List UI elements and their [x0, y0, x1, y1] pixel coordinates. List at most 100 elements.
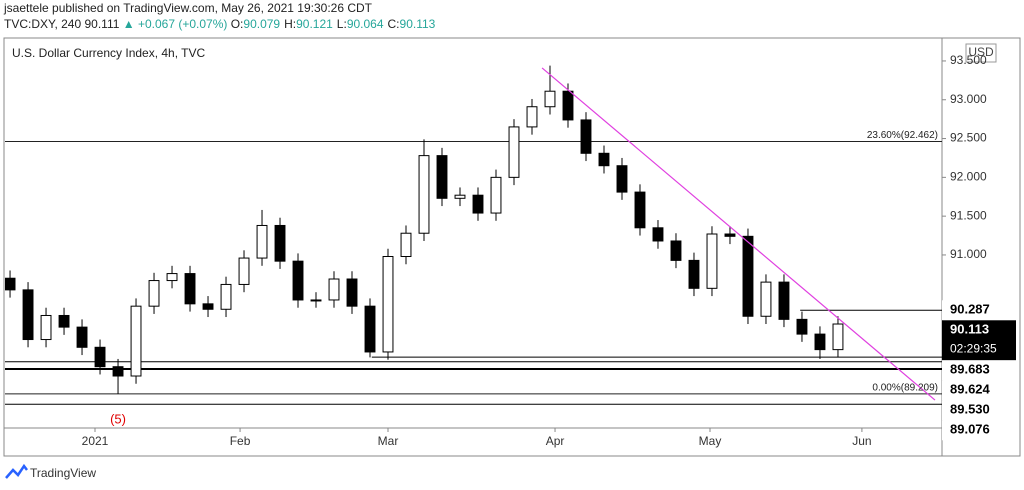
ohlc-value: 90.064 — [346, 17, 384, 31]
currency-box — [965, 43, 997, 63]
candle-body — [328, 278, 340, 301]
candle-body — [94, 346, 106, 368]
x-tick-label: May — [699, 434, 722, 448]
candle-body — [634, 191, 646, 229]
candle-body — [148, 280, 160, 307]
last: 90.111 — [84, 17, 120, 31]
candle-body — [40, 314, 52, 341]
candle-body — [580, 119, 592, 154]
candle-body — [292, 260, 304, 301]
currency: USD — [968, 45, 994, 59]
price-tag — [942, 300, 1016, 321]
x-tick-label: 2021 — [82, 434, 109, 448]
candle-body — [760, 281, 772, 317]
x-tick-label: Jun — [852, 434, 871, 448]
candle-body — [454, 194, 466, 199]
ohlc-value: 90.113 — [399, 17, 436, 31]
candle-body — [436, 155, 448, 199]
ohlc: O:90.079 H:90.121 L:90.064 C:90.113 — [231, 17, 440, 31]
candle-body — [130, 305, 142, 377]
candle-body — [526, 106, 538, 128]
price-tag-label: 90.113 — [950, 322, 989, 337]
x-tick-label: Apr — [546, 434, 565, 448]
candle-body — [76, 326, 88, 348]
candle-body — [5, 277, 16, 291]
candle-body — [562, 90, 574, 121]
candle-body — [814, 333, 826, 351]
price-tag — [942, 360, 1016, 381]
price-tag-label: 89.530 — [950, 402, 990, 417]
candle-body — [490, 176, 502, 214]
candle-body — [688, 259, 700, 289]
candle-body — [544, 90, 556, 108]
author-line: jsaettele published on TradingView.com, … — [4, 1, 373, 15]
candle-body — [598, 152, 610, 167]
price-tag-label: 90.287 — [950, 302, 990, 317]
candle-body — [778, 281, 790, 320]
candle-body — [184, 273, 196, 305]
fib-label: 23.60%(92.462) — [867, 130, 938, 141]
logo: TradingView — [5, 463, 96, 480]
x-tick-label: Mar — [378, 434, 399, 448]
y-tick-label: 92.500 — [950, 131, 987, 145]
price-tag — [942, 380, 1016, 401]
frame — [3, 37, 1021, 457]
candle-body — [796, 318, 808, 335]
ohlc-key: L: — [336, 17, 347, 31]
candle-body — [256, 224, 268, 259]
symbol-line: TVC:DXY, 240 90.111 ▲ +0.067 (+0.07%) O:… — [4, 17, 1020, 31]
candle-body — [832, 323, 844, 351]
trendline — [541, 67, 936, 401]
y-tick-label: 91.500 — [950, 208, 987, 222]
brand: TradingView — [30, 466, 96, 480]
candle-body — [274, 224, 286, 262]
price-tag-label: 89.076 — [950, 422, 990, 437]
logo-icon — [5, 463, 28, 479]
candle-body — [508, 126, 520, 178]
candle-body — [706, 233, 718, 289]
chart-title: U.S. Dollar Currency Index, 4h, TVC — [12, 46, 206, 60]
candle-body — [652, 227, 664, 242]
candle-body — [346, 278, 358, 307]
wave-label: (5) — [110, 411, 126, 426]
y-tick-label: 92.000 — [950, 170, 987, 184]
candle-body — [22, 289, 34, 341]
candle-body — [616, 165, 628, 193]
candle-body — [166, 273, 178, 282]
x-tick-label: Feb — [230, 434, 251, 448]
candle-body — [418, 155, 430, 234]
candle-body — [364, 305, 376, 353]
header: jsaettele published on TradingView.com, … — [4, 1, 1020, 31]
y-tick-label: 93.500 — [950, 53, 987, 67]
candle-body — [400, 232, 412, 258]
price-tag — [942, 320, 1016, 361]
ohlc-key: C: — [387, 17, 400, 31]
candle-body — [58, 314, 70, 328]
fib-label: 0.00%(89.209) — [872, 383, 938, 394]
price-tag-label: 89.624 — [950, 382, 991, 397]
candle-body — [112, 366, 124, 377]
candle-body — [724, 233, 736, 237]
ohlc-value: 90.121 — [296, 17, 333, 31]
ohlc-value: 90.079 — [243, 17, 281, 31]
candle-body — [382, 256, 394, 353]
countdown: 02:29:35 — [950, 341, 997, 355]
candle-body — [742, 235, 754, 317]
price-tag — [942, 420, 1016, 441]
candle-body — [202, 303, 214, 310]
ohlc-key: H: — [284, 17, 297, 31]
y-tick-label: 93.000 — [950, 92, 987, 106]
change: ▲ +0.067 (+0.07%) — [122, 17, 228, 31]
symbol: TVC:DXY, 240 — [4, 17, 82, 31]
price-tag-label: 89.683 — [950, 362, 990, 377]
candle-body — [472, 194, 484, 214]
candle-body — [238, 257, 250, 285]
candle-body — [670, 240, 682, 261]
price-tag — [942, 400, 1016, 421]
ohlc-key: O: — [230, 17, 244, 31]
y-tick-label: 91.000 — [950, 247, 987, 261]
candle-body — [220, 283, 232, 310]
candle-body — [310, 299, 322, 302]
plot — [5, 65, 942, 405]
